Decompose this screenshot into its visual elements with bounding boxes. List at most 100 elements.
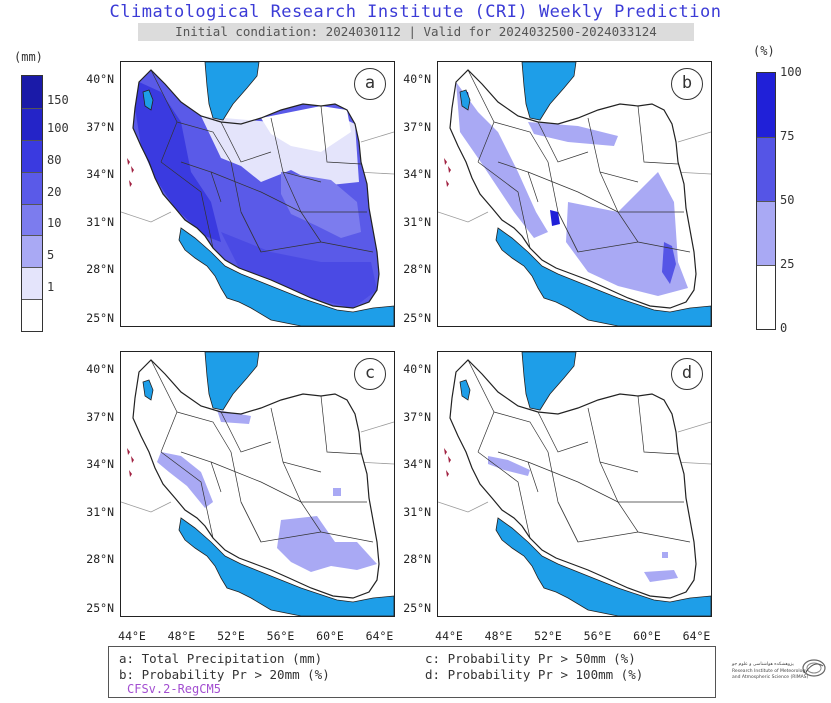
province-border (160, 451, 214, 539)
colorbar-segment (22, 171, 42, 204)
province-border (477, 161, 531, 249)
province-border (547, 451, 579, 543)
longitude-tick-label: 64°E (365, 629, 394, 643)
panel-label-c: c (354, 358, 386, 390)
precip-area (662, 242, 676, 284)
persian-gulf (495, 517, 711, 616)
colorbar-segment (22, 139, 42, 172)
lake-urmia (459, 89, 471, 111)
island (131, 166, 134, 173)
panel-label-b: b (671, 68, 703, 100)
legend-box: a: Total Precipitation (mm) b: Probabili… (108, 646, 716, 698)
island (448, 166, 451, 173)
latitude-tick-label: 28°N (403, 552, 431, 566)
model-name: CFSv.2-RegCM5 (127, 682, 221, 696)
longitude-tick-label: 48°E (167, 629, 196, 643)
colorbar-tick-label: 10 (47, 216, 62, 231)
colorbar-segment (22, 235, 42, 268)
colorbar-tick-label: 100 (47, 120, 69, 135)
province-border (176, 411, 232, 453)
iran-land (450, 360, 696, 598)
province-border (220, 411, 272, 453)
colorbar-tick-label: 50 (780, 193, 795, 207)
island (127, 158, 130, 165)
latitude-tick-label: 40°N (403, 72, 431, 86)
colorbar-segment (22, 203, 42, 236)
lake-urmia (142, 379, 154, 401)
latitude-tick-label: 28°N (86, 262, 114, 276)
precip-area (528, 122, 618, 146)
island (127, 448, 130, 455)
panel-label-d: d (671, 358, 703, 390)
map-d (438, 352, 711, 616)
panel-label-a: a (354, 68, 386, 100)
map-a (121, 62, 394, 326)
latitude-tick-label: 37°N (86, 410, 114, 424)
longitude-tick-label: 60°E (316, 629, 344, 643)
precipitation-colorbar (21, 75, 43, 332)
latitude-tick-label: 37°N (86, 120, 114, 134)
precip-area (281, 172, 361, 238)
province-border (637, 395, 679, 455)
province-border (300, 211, 374, 253)
colorbar-segment (757, 73, 775, 137)
institute-logo: پژوهشکده هواشناسی و علوم جو Research Ins… (730, 654, 826, 698)
colorbar-tick-label: 150 (47, 92, 69, 107)
precip-area (157, 452, 213, 508)
precip-area (662, 552, 668, 558)
iran-border (449, 359, 697, 599)
latitude-tick-label: 25°N (403, 311, 431, 325)
latitude-tick-label: 34°N (86, 167, 114, 181)
persian-gulf (178, 227, 394, 326)
map-subtitle: Initial condiation: 2024030112 | Valid f… (138, 23, 694, 41)
panel-a-total-precipitation: a (120, 61, 395, 327)
province-border (617, 501, 691, 543)
iran-border (132, 69, 380, 309)
province-border (210, 171, 302, 213)
latitude-tick-label: 31°N (86, 505, 114, 519)
precip-area (333, 488, 341, 496)
latitude-tick-label: 37°N (403, 120, 431, 134)
map-b (438, 62, 711, 326)
latitude-tick-label: 31°N (403, 505, 431, 519)
precip-area (261, 106, 351, 152)
province-border (537, 121, 589, 163)
province-border (210, 461, 302, 503)
colorbar-tick-label: 75 (780, 129, 795, 143)
logo-line3: and Atmospheric Science (RIMAS) (732, 675, 809, 680)
lake-urmia (459, 379, 471, 401)
left-colorbar-unit: (mm) (14, 50, 43, 64)
longitude-tick-label: 56°E (583, 629, 612, 643)
right-colorbar-unit: (%) (753, 44, 775, 58)
persian-gulf (495, 227, 711, 326)
latitude-tick-label: 28°N (403, 262, 431, 276)
latitude-tick-label: 31°N (403, 215, 431, 229)
island (129, 470, 132, 477)
panel-b-probability-20mm: b (437, 61, 712, 327)
colorbar-tick-label: 20 (47, 184, 62, 199)
province-border (160, 161, 214, 249)
precip-area (456, 82, 548, 238)
colorbar-segment (22, 76, 42, 108)
province-border (527, 461, 619, 503)
colorbar-tick-label: 25 (780, 257, 795, 271)
logo-icon (802, 659, 826, 677)
colorbar-segment (757, 201, 775, 265)
probability-colorbar (756, 72, 776, 330)
precip-area (488, 456, 530, 476)
logo-line2: Research Institute of Meteorology (732, 669, 808, 674)
precip-area (550, 210, 560, 226)
map-c (121, 352, 394, 616)
island (448, 456, 451, 463)
latitude-tick-label: 40°N (403, 362, 431, 376)
island (446, 180, 449, 187)
province-border (477, 451, 531, 539)
precip-area (566, 172, 688, 296)
province-border (320, 395, 362, 455)
latitude-tick-label: 31°N (86, 215, 114, 229)
province-border (637, 105, 679, 165)
longitude-tick-label: 52°E (534, 629, 562, 643)
colorbar-segment (22, 267, 42, 300)
lake-urmia (142, 89, 154, 111)
island (129, 180, 132, 187)
